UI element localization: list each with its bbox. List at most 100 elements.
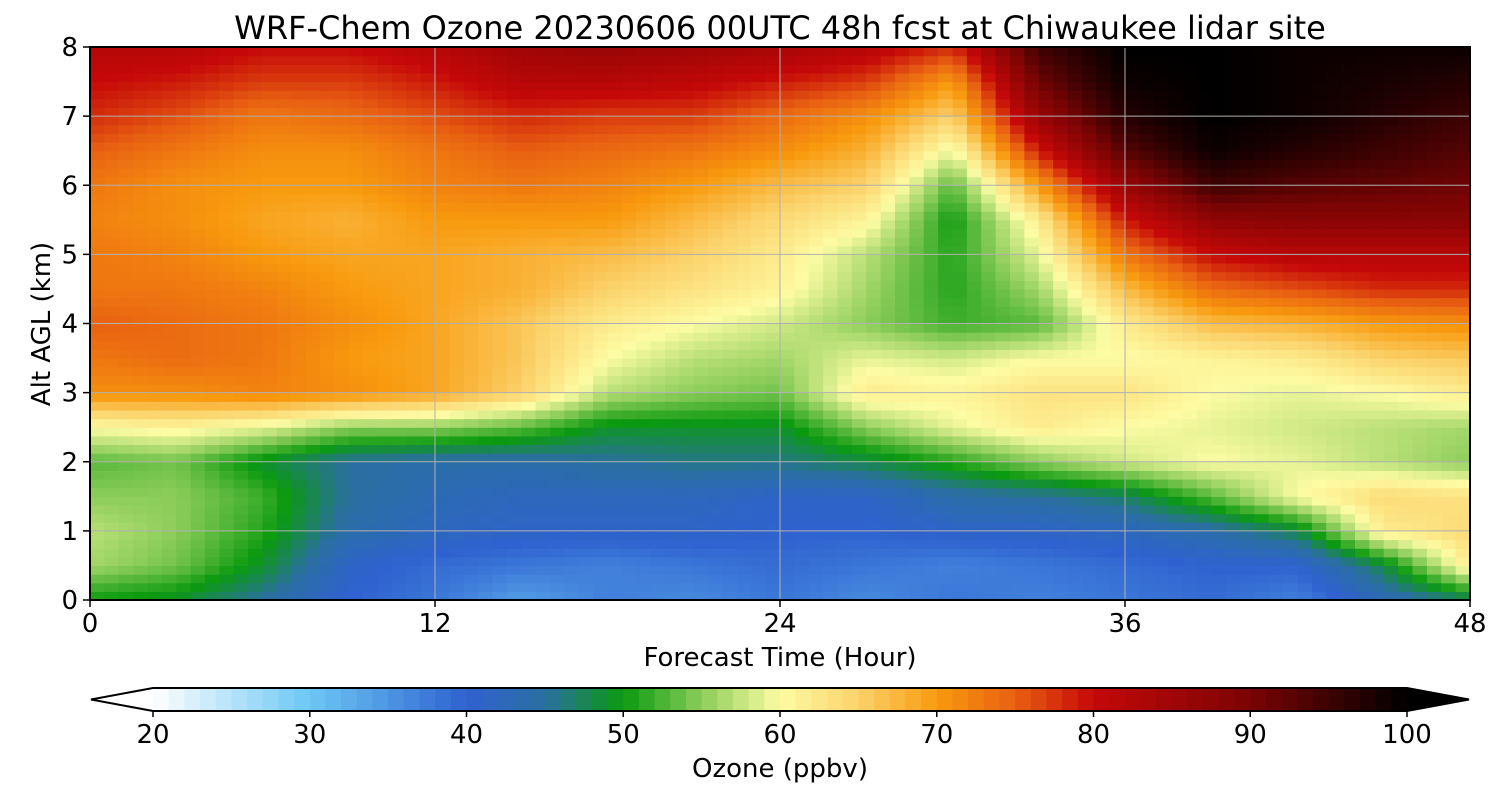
heatmap-cell (162, 82, 177, 91)
heatmap-cell (1010, 116, 1025, 125)
heatmap-cell (191, 99, 206, 108)
heatmap-cell (981, 263, 996, 272)
heatmap-cell (823, 444, 838, 453)
heatmap-cell (723, 263, 738, 272)
heatmap-cell (435, 358, 450, 367)
heatmap-cell (435, 220, 450, 229)
heatmap-cell (694, 496, 709, 505)
heatmap-cell (421, 90, 436, 99)
heatmap-cell (809, 375, 824, 384)
heatmap-cell (679, 289, 694, 298)
heatmap-cell (823, 470, 838, 479)
heatmap-cell (191, 151, 206, 160)
heatmap-cell (406, 280, 421, 289)
heatmap-cell (809, 436, 824, 445)
heatmap-cell (162, 393, 177, 402)
heatmap-cell (119, 565, 134, 574)
heatmap-cell (507, 280, 522, 289)
heatmap-cell (909, 522, 924, 531)
heatmap-cell (320, 246, 335, 255)
heatmap-cell (895, 133, 910, 142)
heatmap-cell (895, 488, 910, 497)
heatmap-cell (248, 237, 263, 246)
heatmap-cell (895, 531, 910, 540)
heatmap-cell (277, 496, 292, 505)
heatmap-cell (1039, 505, 1054, 514)
heatmap-cell (1096, 565, 1111, 574)
heatmap-cell (1024, 185, 1039, 194)
heatmap-cell (1154, 246, 1169, 255)
heatmap-cell (349, 151, 364, 160)
heatmap-cell (306, 107, 321, 116)
heatmap-cell (306, 436, 321, 445)
heatmap-cell (1139, 254, 1154, 263)
heatmap-cell (679, 220, 694, 229)
heatmap-cell (924, 64, 939, 73)
heatmap-cell (823, 565, 838, 574)
heatmap-cell (794, 419, 809, 428)
heatmap-cell (1111, 462, 1126, 471)
heatmap-cell (809, 185, 824, 194)
heatmap-cell (1125, 133, 1140, 142)
heatmap-cell (794, 194, 809, 203)
heatmap-cell (1168, 341, 1183, 350)
heatmap-cell (1096, 280, 1111, 289)
heatmap-cell (1139, 280, 1154, 289)
heatmap-cell (104, 289, 119, 298)
heatmap-cell (176, 315, 191, 324)
heatmap-cell (996, 367, 1011, 376)
heatmap-cell (1053, 82, 1068, 91)
heatmap-cell (320, 384, 335, 393)
heatmap-cell (608, 410, 623, 419)
heatmap-cell (507, 384, 522, 393)
heatmap-cell (392, 107, 407, 116)
heatmap-cell (162, 341, 177, 350)
heatmap-cell (378, 444, 393, 453)
heatmap-cell (1039, 427, 1054, 436)
heatmap-cell (737, 64, 752, 73)
heatmap-cell (320, 203, 335, 212)
heatmap-cell (564, 375, 579, 384)
heatmap-cell (507, 177, 522, 186)
heatmap-cell (751, 306, 766, 315)
heatmap-cell (1168, 185, 1183, 194)
heatmap-cell (564, 540, 579, 549)
heatmap-cell (521, 358, 536, 367)
heatmap-cell (363, 419, 378, 428)
heatmap-cell (651, 73, 666, 82)
heatmap-cell (823, 522, 838, 531)
heatmap-cell (723, 125, 738, 134)
heatmap-cell (1197, 159, 1212, 168)
heatmap-cell (809, 64, 824, 73)
heatmap-cell (679, 349, 694, 358)
heatmap-cell (320, 393, 335, 402)
heatmap-cell (349, 496, 364, 505)
heatmap-cell (938, 73, 953, 82)
heatmap-cell (148, 272, 163, 281)
heatmap-cell (723, 315, 738, 324)
heatmap-cell (953, 462, 968, 471)
heatmap-cell (1068, 56, 1083, 65)
heatmap-cell (1010, 220, 1025, 229)
heatmap-cell (679, 151, 694, 160)
heatmap-cell (852, 358, 867, 367)
heatmap-cell (924, 393, 939, 402)
heatmap-cell (823, 479, 838, 488)
heatmap-cell (593, 583, 608, 592)
heatmap-cell (392, 272, 407, 281)
heatmap-cell (996, 332, 1011, 341)
heatmap-cell (694, 116, 709, 125)
heatmap-cell (449, 237, 464, 246)
heatmap-cell (378, 237, 393, 246)
heatmap-cell (679, 453, 694, 462)
heatmap-cell (636, 263, 651, 272)
heatmap-cell (809, 211, 824, 220)
heatmap-cell (536, 488, 551, 497)
heatmap-cell (392, 116, 407, 125)
heatmap-cell (708, 375, 723, 384)
heatmap-cell (464, 315, 479, 324)
heatmap-cell (895, 393, 910, 402)
heatmap-cell (1053, 565, 1068, 574)
heatmap-cell (176, 289, 191, 298)
heatmap-cell (1053, 393, 1068, 402)
